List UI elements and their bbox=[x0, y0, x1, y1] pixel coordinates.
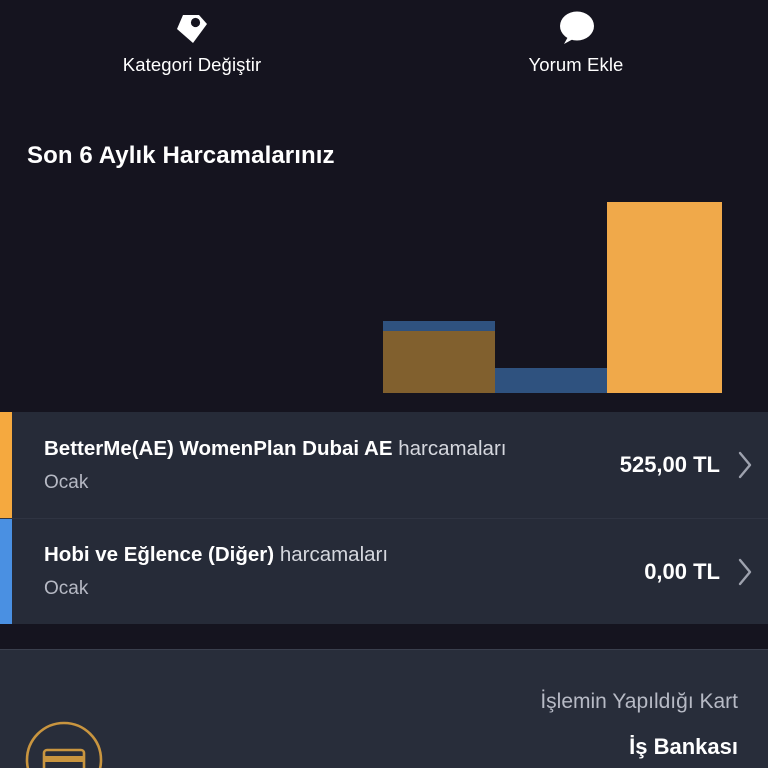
action-change-category[interactable]: Kategori Değiştir bbox=[0, 0, 384, 100]
expense-row-amount: 525,00 TL bbox=[619, 452, 720, 477]
action-bar: Kategori Değiştir Yorum Ekle bbox=[0, 0, 768, 100]
chart-title: Son 6 Aylık Harcamalarınız bbox=[27, 142, 335, 169]
chart-bar-4[interactable] bbox=[383, 321, 495, 393]
expense-row-title-suffix: harcamaları bbox=[398, 436, 507, 460]
expense-row-body: BetterMe(AE) WomenPlan Dubai AE harcamal… bbox=[44, 437, 620, 494]
expense-row-month: Ocak bbox=[44, 578, 89, 599]
spending-chart-section: Son 6 Aylık Harcamalarınız bbox=[0, 100, 768, 412]
expense-row-body: Hobi ve Eğlence (Diğer) harcamaları Ocak bbox=[44, 543, 644, 600]
chevron-right-icon[interactable] bbox=[734, 557, 768, 587]
chevron-right-icon[interactable] bbox=[734, 450, 768, 480]
chart-bar-4-segment-blue bbox=[383, 321, 495, 331]
credit-card-circle-icon bbox=[24, 720, 104, 768]
chart-bar-5[interactable] bbox=[495, 368, 607, 393]
action-add-comment[interactable]: Yorum Ekle bbox=[384, 0, 768, 100]
expense-row-title: BetterMe(AE) WomenPlan Dubai AE harcamal… bbox=[44, 437, 620, 461]
expense-row-title-bold: BetterMe(AE) WomenPlan Dubai AE bbox=[44, 436, 393, 460]
chart-bar-5-segment-blue bbox=[495, 368, 607, 393]
action-add-comment-label: Yorum Ekle bbox=[528, 54, 624, 75]
expense-row-title: Hobi ve Eğlence (Diğer) harcamaları bbox=[44, 543, 644, 567]
action-change-category-label: Kategori Değiştir bbox=[122, 54, 262, 75]
row-accent-bar bbox=[0, 412, 12, 518]
price-tag-icon bbox=[175, 8, 209, 50]
expense-row-title-suffix: harcamaları bbox=[279, 543, 389, 566]
card-panel-bank-name: İş Bankası bbox=[629, 734, 738, 759]
expense-row-title-bold: Hobi ve Eğlence (Diğer) bbox=[44, 543, 275, 566]
chart-bar-4-segment-brown bbox=[383, 331, 495, 393]
speech-bubble-icon bbox=[556, 8, 596, 50]
expense-row-betterme[interactable]: BetterMe(AE) WomenPlan Dubai AE harcamal… bbox=[0, 412, 768, 518]
chart-bar-6-segment-orange bbox=[607, 202, 722, 393]
card-panel-caption: İşlemin Yapıldığı Kart bbox=[540, 690, 738, 713]
row-accent-bar bbox=[0, 519, 12, 624]
expense-row-month: Ocak bbox=[44, 471, 89, 493]
chart-bar-6[interactable] bbox=[607, 202, 722, 393]
section-divider bbox=[0, 624, 768, 650]
transaction-card-panel[interactable]: İşlemin Yapıldığı Kart İş Bankası bbox=[0, 650, 768, 768]
bar-chart[interactable] bbox=[0, 100, 768, 412]
expense-list: BetterMe(AE) WomenPlan Dubai AE harcamal… bbox=[0, 412, 768, 624]
expense-row-hobi[interactable]: Hobi ve Eğlence (Diğer) harcamaları Ocak… bbox=[0, 518, 768, 624]
expense-row-amount: 0,00 TL bbox=[644, 558, 720, 584]
